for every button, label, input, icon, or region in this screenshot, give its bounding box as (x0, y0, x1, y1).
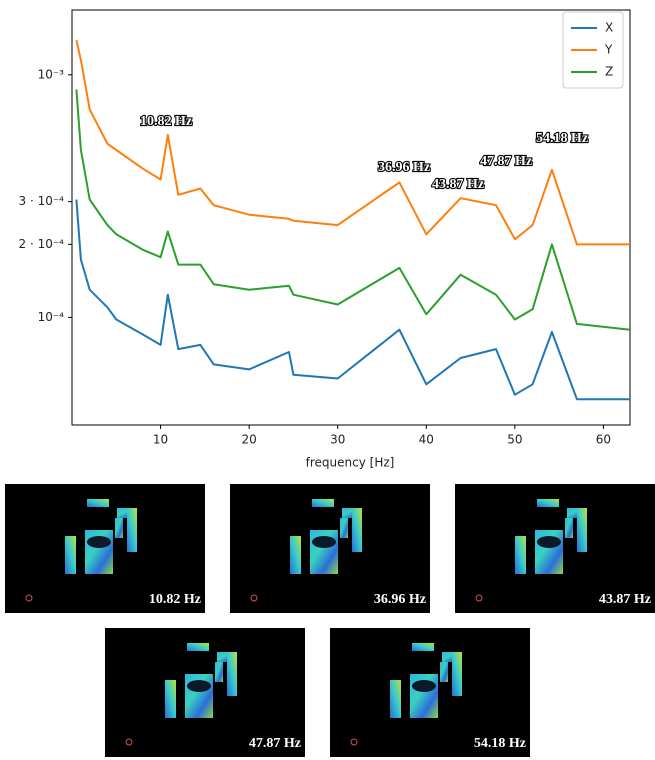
blob-hole (537, 536, 561, 548)
x-tick-label: 50 (507, 433, 522, 447)
panel-label: 47.87 Hz (249, 736, 301, 751)
blob (340, 518, 348, 538)
blob (565, 518, 573, 538)
legend-label: Y (604, 43, 613, 57)
blob (165, 680, 176, 718)
blob (440, 662, 448, 682)
y-tick-label: 10⁻³ (38, 67, 65, 81)
blob (187, 643, 209, 651)
annotation: 10.82 Hz (140, 114, 192, 129)
series-line (75, 89, 631, 331)
panel-label: 43.87 Hz (599, 592, 651, 607)
plot-frame (71, 9, 631, 426)
x-tick-label: 40 (419, 433, 434, 447)
axes-glyph (350, 738, 358, 746)
panel-label: 54.18 Hz (474, 736, 526, 751)
y-tick-label: 2 · 10⁻⁴ (19, 237, 65, 251)
series-line (75, 199, 630, 401)
blob-hole (412, 680, 436, 692)
mode-shape-panel: 47.87 Hz (105, 628, 305, 757)
panel-label: 36.96 Hz (374, 592, 426, 607)
series-line (75, 39, 630, 246)
y-tick-label: 3 · 10⁻⁴ (19, 194, 65, 208)
axes-glyph (475, 594, 483, 602)
blob (227, 652, 237, 696)
axes-glyph (25, 594, 33, 602)
axes-glyph (125, 738, 133, 746)
mode-shape-panel: 10.82 Hz (5, 484, 205, 613)
x-tick-label: 30 (330, 433, 345, 447)
blob (537, 499, 559, 507)
blob (115, 518, 123, 538)
annotation: 54.18 Hz (536, 131, 588, 146)
blob (352, 508, 362, 552)
panel-label: 10.82 Hz (149, 592, 201, 607)
blob (412, 643, 434, 651)
annotation: 47.87 Hz (480, 154, 532, 169)
y-tick-label: 10⁻⁴ (38, 310, 65, 324)
annotation: 36.96 Hz (378, 160, 430, 175)
x-axis-label: frequency [Hz] (306, 456, 395, 470)
blob (390, 680, 401, 718)
blob (215, 662, 223, 682)
blob (290, 536, 301, 574)
legend-label: X (605, 21, 613, 35)
legend-label: Z (605, 65, 613, 79)
blob (87, 499, 109, 507)
blob (515, 536, 526, 574)
mode-shape-panel: 43.87 Hz (455, 484, 655, 613)
mode-shape-panel: 36.96 Hz (230, 484, 430, 613)
x-tick-label: 10 (153, 433, 168, 447)
blob (127, 508, 137, 552)
mode-shape-panel: 54.18 Hz (330, 628, 530, 757)
annotation: 43.87 Hz (432, 177, 484, 192)
blob (452, 652, 462, 696)
blob (65, 536, 76, 574)
x-tick-label: 20 (242, 433, 257, 447)
blob-hole (312, 536, 336, 548)
x-tick-label: 60 (596, 433, 611, 447)
blob (577, 508, 587, 552)
blob-hole (187, 680, 211, 692)
blob-hole (87, 536, 111, 548)
blob (312, 499, 334, 507)
axes-glyph (250, 594, 258, 602)
